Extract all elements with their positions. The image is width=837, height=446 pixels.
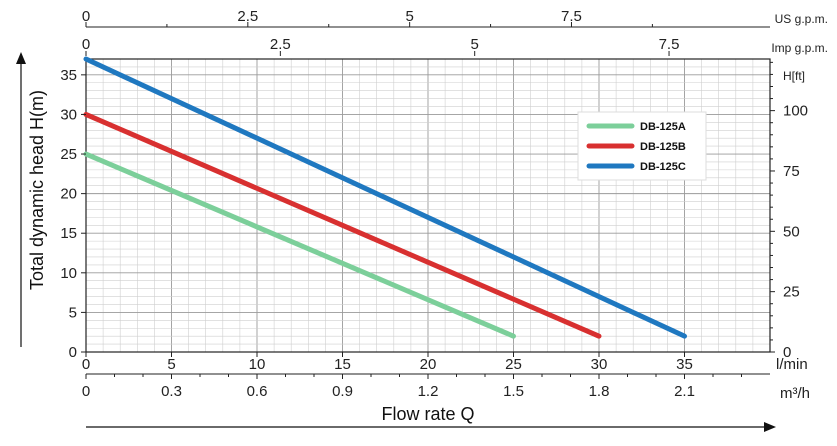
imp-gpm-tick-label: 0 (82, 36, 90, 53)
imp-gpm-tick-label: 2.5 (270, 36, 291, 53)
legend-label: DB-125C (640, 161, 686, 173)
x-tick-label: 0 (82, 356, 90, 373)
curves (83, 56, 687, 339)
series-line-db-125c (83, 56, 687, 339)
imp-gpm-tick-label: 7.5 (659, 36, 680, 53)
ft-tick-label: 100 (783, 103, 808, 120)
legend-label: DB-125B (640, 141, 686, 153)
m3h-tick-label: 1.8 (589, 383, 610, 400)
y-arrowhead (16, 52, 26, 64)
us-gpm-tick-label: 2.5 (237, 8, 258, 25)
m3h-tick-label: 0.3 (161, 383, 182, 400)
series-line-db-125a (83, 151, 516, 339)
m3h-tick-label: 0.6 (247, 383, 268, 400)
y-tick-label: 10 (60, 265, 77, 282)
unit-us-gpm: US g.p.m. (775, 12, 828, 26)
y-tick-label: 20 (60, 186, 77, 203)
y-tick-label: 25 (60, 146, 77, 163)
x-tick-label: 10 (249, 356, 266, 373)
us-gpm-tick-label: 0 (82, 8, 90, 25)
x-tick-label: 20 (420, 356, 437, 373)
ft-tick-label: 75 (783, 163, 800, 180)
m3h-tick-label: 1.5 (503, 383, 524, 400)
unit-lmin: l/min (776, 356, 808, 373)
m3h-tick-label: 1.2 (418, 383, 439, 400)
x-tick-label: 25 (505, 356, 522, 373)
unit-imp-gpm: Imp g.p.m. (771, 41, 828, 55)
y-tick-label: 35 (60, 67, 77, 84)
unit-m3h: m³/h (780, 385, 810, 402)
x-tick-label: 35 (676, 356, 693, 373)
m3h-tick-label: 0 (82, 383, 90, 400)
series-line-db-125b (83, 111, 602, 339)
imp-gpm-tick-label: 5 (471, 36, 479, 53)
y-tick-label: 0 (69, 344, 77, 361)
ft-tick-label: 25 (783, 284, 800, 301)
ft-tick-label: 0 (783, 344, 791, 361)
m3h-tick-label: 0.9 (332, 383, 353, 400)
x-tick-label: 15 (334, 356, 351, 373)
unit-ft: H[ft] (783, 69, 805, 83)
y-tick-label: 30 (60, 106, 77, 123)
grid (86, 59, 770, 352)
x-arrowhead (764, 422, 776, 432)
x-axis-title: Flow rate Q (381, 404, 474, 424)
us-gpm-tick-label: 7.5 (561, 8, 582, 25)
y-tick-label: 5 (69, 304, 77, 321)
ft-tick-label: 50 (783, 223, 800, 240)
legend-label: DB-125A (640, 121, 686, 133)
y-axis-title: Total dynamic head H(m) (27, 90, 47, 290)
legend: DB-125A DB-125B DB-125C (577, 111, 707, 181)
y-tick-label: 15 (60, 225, 77, 242)
m3h-tick-label: 2.1 (674, 383, 695, 400)
us-gpm-tick-label: 5 (405, 8, 413, 25)
x-tick-label: 30 (591, 356, 608, 373)
x-tick-label: 5 (167, 356, 175, 373)
